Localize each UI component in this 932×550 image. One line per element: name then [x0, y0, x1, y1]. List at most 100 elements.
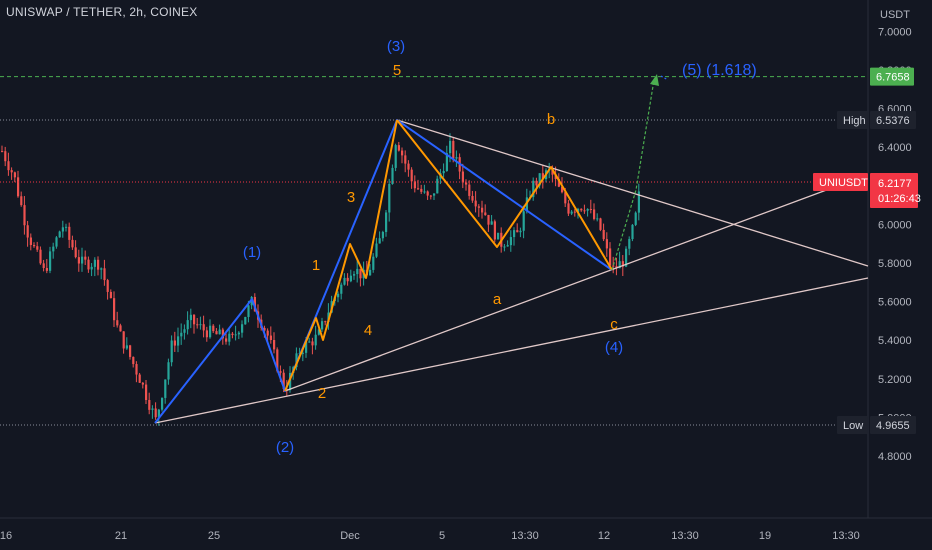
candle-body: [586, 208, 589, 211]
candle-body: [615, 266, 618, 269]
candle-body: [276, 349, 279, 372]
candle-body: [394, 145, 397, 168]
candle-body: [151, 408, 154, 410]
candle-body: [157, 409, 160, 418]
candle-body: [65, 226, 68, 228]
candle-body: [324, 321, 327, 323]
candle-body: [593, 209, 596, 219]
candle-body: [247, 305, 250, 318]
candle-body: [237, 332, 240, 335]
candle-body: [125, 345, 128, 349]
candle-body: [337, 293, 340, 298]
candle-body: [471, 195, 474, 201]
candle-body: [423, 191, 426, 193]
subwave-label-4: 4: [364, 322, 372, 339]
sub-wave-orange: [284, 119, 398, 392]
low-price-tag-text: 4.9655: [876, 420, 910, 432]
candle-body: [301, 352, 304, 354]
candle-body: [522, 211, 525, 231]
candle-body: [369, 269, 372, 276]
candle-body: [372, 256, 375, 270]
candle-body: [602, 229, 605, 240]
price-tick: 7.0000: [878, 26, 912, 38]
time-tick: 21: [115, 530, 127, 542]
candle-body: [266, 330, 269, 336]
candle-body: [228, 333, 231, 342]
abc-label-b: b: [547, 111, 555, 128]
candle-body: [17, 177, 20, 197]
candle-body: [196, 324, 199, 326]
candle-body: [506, 245, 509, 247]
candle-body: [106, 280, 109, 292]
price-tick: 6.0000: [878, 219, 912, 231]
price-tags: 6.7658 High 6.5376 UNIUSDT 6.2177 01:26:43 Low…: [813, 67, 921, 434]
time-tick: 25: [208, 530, 220, 542]
candle-body: [122, 331, 125, 349]
candle-body: [189, 314, 192, 321]
candle-body: [541, 173, 544, 180]
candle-body: [154, 408, 157, 418]
wave-label-4: (4): [605, 339, 623, 356]
candle-body: [417, 188, 420, 190]
candle-body: [170, 340, 173, 363]
current-price-box: [870, 173, 918, 208]
candle-body: [557, 178, 560, 187]
candle-body: [455, 157, 458, 159]
candle-body: [314, 334, 317, 346]
candle-body: [305, 342, 308, 353]
candle-body: [103, 268, 106, 281]
candle-body: [180, 332, 183, 337]
time-tick: 12: [598, 530, 610, 542]
candle-body: [561, 186, 564, 193]
candle-body: [10, 170, 13, 173]
wave-label-5-target: (5) (1.618): [682, 62, 757, 79]
candle-body: [285, 388, 288, 391]
candle-body: [177, 336, 180, 346]
candle-body: [241, 324, 244, 333]
time-tick: 16: [0, 530, 12, 542]
candle-body: [215, 331, 218, 335]
candle-body: [426, 191, 429, 196]
high-price-tag-box: [870, 111, 916, 129]
candle-body: [263, 327, 266, 331]
candle-body: [244, 317, 247, 325]
candle-body: [282, 372, 285, 389]
candle-body: [567, 203, 570, 214]
wave-label-3: (3): [387, 38, 405, 55]
candle-body: [385, 212, 388, 232]
time-tick: Dec: [340, 530, 360, 542]
abc-label-a: a: [493, 291, 502, 308]
candle-body: [212, 325, 215, 332]
candle-body: [87, 259, 90, 270]
candle-body: [375, 243, 378, 257]
price-tick: 5.8000: [878, 258, 912, 270]
time-tick: 13:30: [671, 530, 699, 542]
candle-body: [81, 256, 84, 264]
candle-body: [596, 218, 599, 220]
high-label-tag-box: [837, 111, 868, 129]
trendline-middle: [284, 184, 841, 392]
candle-body: [13, 172, 16, 178]
candle-body: [45, 267, 48, 271]
candle-body: [74, 247, 77, 258]
candle-body: [513, 230, 516, 238]
candle-body: [55, 237, 58, 247]
candle-body: [199, 324, 202, 326]
candle-body: [490, 221, 493, 225]
candle-body: [231, 333, 234, 335]
candle-body: [356, 268, 359, 275]
time-axis: 16 21 25 Dec 5 13:30 12 13:30 19 13:30: [0, 530, 860, 542]
candle-body: [138, 374, 141, 383]
candle-body: [452, 140, 455, 159]
candle-body: [397, 145, 400, 151]
time-tick: 13:30: [832, 530, 860, 542]
candle-body: [279, 371, 282, 373]
candle-body: [317, 329, 320, 335]
abc-label-c: c: [610, 316, 618, 333]
candle-body: [474, 200, 477, 207]
candle-body: [420, 188, 423, 192]
candle-body: [225, 338, 228, 342]
time-tick: 13:30: [511, 530, 539, 542]
candle-body: [433, 193, 436, 196]
